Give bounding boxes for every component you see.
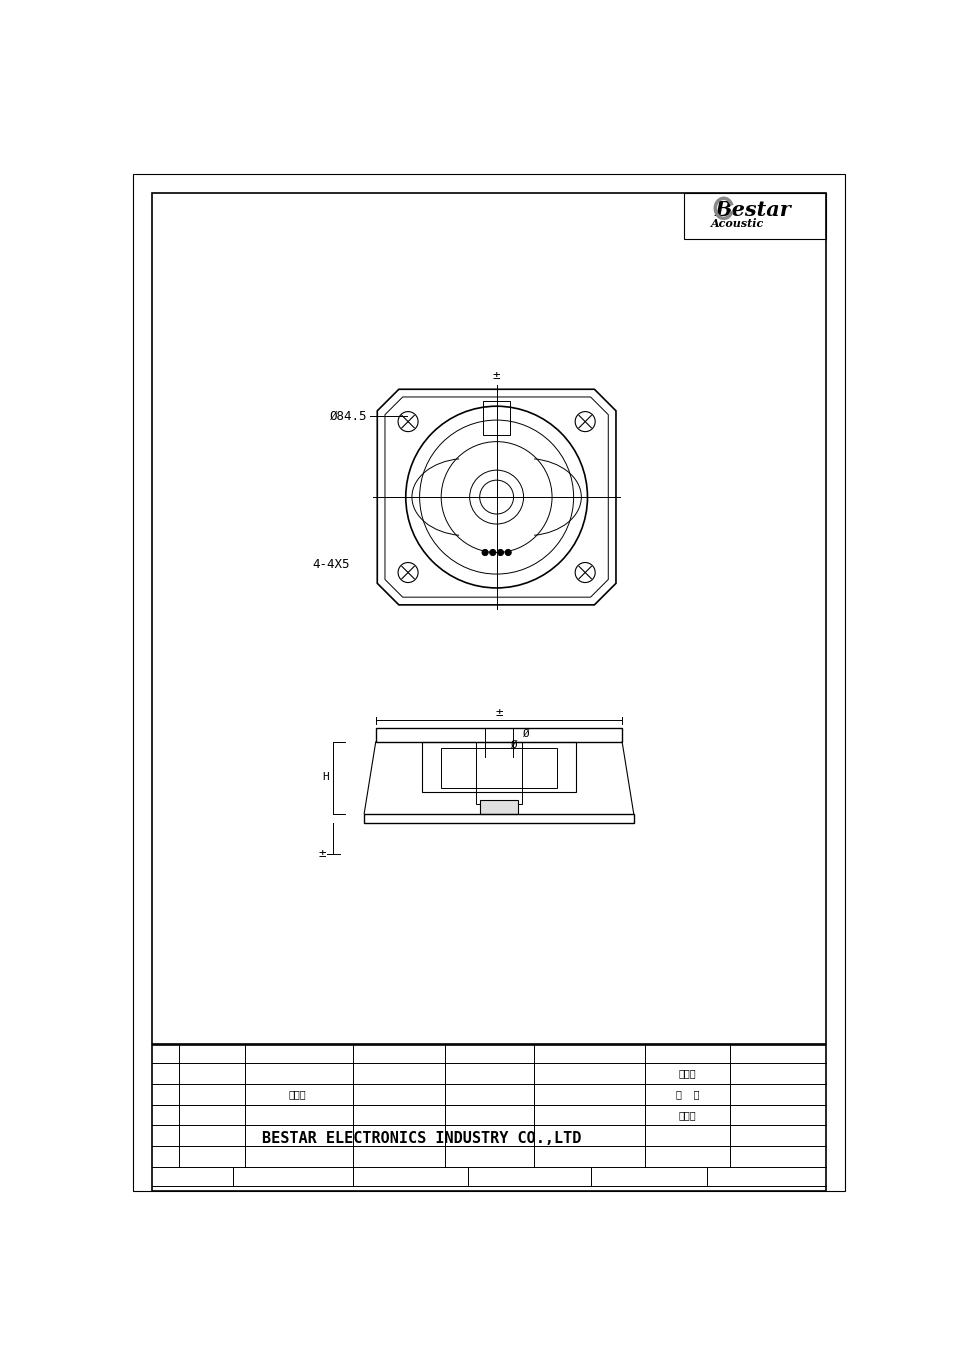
Text: 张秀琴: 张秀琴 bbox=[679, 1111, 696, 1120]
Bar bbox=[364, 813, 633, 823]
Bar bbox=[152, 193, 825, 1044]
Text: 汪风声: 汪风声 bbox=[679, 1069, 696, 1078]
Bar bbox=[375, 728, 621, 742]
Circle shape bbox=[497, 550, 503, 555]
Bar bbox=[440, 748, 557, 788]
Text: H: H bbox=[322, 773, 329, 782]
Bar bbox=[479, 800, 517, 813]
Circle shape bbox=[504, 550, 511, 555]
Bar bbox=[476, 742, 521, 804]
Text: ±: ± bbox=[493, 369, 500, 382]
Text: 汪风声: 汪风声 bbox=[288, 1090, 306, 1100]
Text: ±: ± bbox=[317, 847, 325, 861]
Text: BESTAR ELECTRONICS INDUSTRY CO.,LTD: BESTAR ELECTRONICS INDUSTRY CO.,LTD bbox=[262, 1131, 581, 1146]
Circle shape bbox=[481, 550, 488, 555]
Bar bbox=[421, 742, 576, 792]
Text: Bestar: Bestar bbox=[714, 200, 791, 220]
Bar bbox=[683, 193, 825, 239]
Text: Ø: Ø bbox=[511, 740, 517, 750]
Text: ±: ± bbox=[495, 707, 502, 719]
Text: Ø: Ø bbox=[522, 730, 529, 739]
Text: Ø84.5: Ø84.5 bbox=[329, 409, 367, 423]
Text: 4-4X5: 4-4X5 bbox=[313, 558, 350, 571]
Text: 王  平: 王 平 bbox=[675, 1090, 699, 1100]
Text: Acoustic: Acoustic bbox=[710, 219, 763, 230]
Circle shape bbox=[489, 550, 496, 555]
Bar bbox=[482, 401, 510, 435]
Bar bbox=[152, 1046, 825, 1190]
